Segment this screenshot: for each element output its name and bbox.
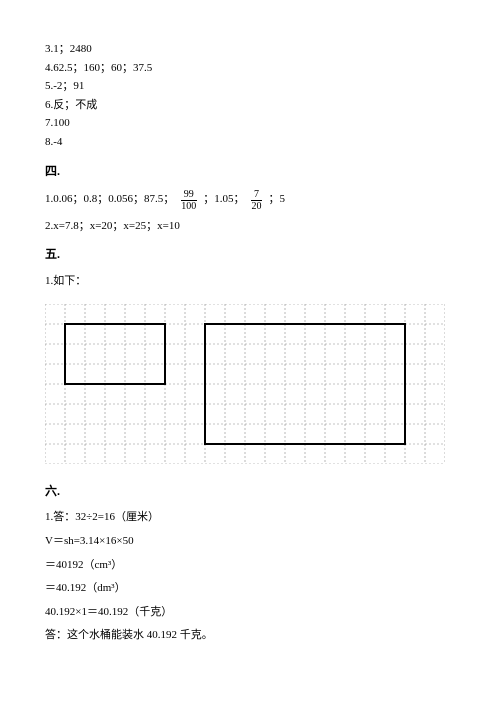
s4i1-post: ；5: [269, 191, 286, 209]
s6-line-1: 1.答：32÷2=16（厘米）: [45, 509, 455, 527]
section-5-heading: 五.: [45, 245, 455, 264]
s4i1-mid: ；1.05；: [203, 191, 244, 209]
grid-svg: [45, 304, 445, 464]
grid-diagram: [45, 304, 455, 464]
s6-line-2: V＝sh=3.14×16×50: [45, 533, 455, 551]
ans-line-7: 7.100: [45, 115, 455, 133]
frac-num: 99: [181, 189, 197, 201]
ans-line-3: 3.1；2480: [45, 41, 455, 59]
section-4-item-2: 2.x=7.8；x=20；x=25；x=10: [45, 218, 455, 236]
section-4-item-1: 1.0.06；0.8；0.056；87.5； 99 100 ；1.05； 7 2…: [45, 189, 455, 212]
s6-line-3: ＝40192（cm³）: [45, 557, 455, 575]
s4i1-pre: 1.0.06；0.8；0.056；87.5；: [45, 191, 174, 209]
fraction-99-100: 99 100: [178, 189, 199, 212]
frac-den: 100: [178, 201, 199, 212]
frac-num: 7: [251, 189, 262, 201]
top-answers: 3.1；2480 4.62.5；160；60；37.5 5.-2；91 6.反；…: [45, 41, 455, 152]
s6-line-4: ＝40.192（dm³）: [45, 580, 455, 598]
section-4-heading: 四.: [45, 162, 455, 181]
ans-line-4: 4.62.5；160；60；37.5: [45, 60, 455, 78]
ans-line-8: 8.-4: [45, 134, 455, 152]
fraction-7-20: 7 20: [249, 189, 265, 212]
section-6-body: 1.答：32÷2=16（厘米） V＝sh=3.14×16×50 ＝40192（c…: [45, 509, 455, 645]
s6-line-6: 答：这个水桶能装水 40.192 千克。: [45, 627, 455, 645]
s6-line-5: 40.192×1＝40.192（千克）: [45, 604, 455, 622]
section-5-sub: 1.如下：: [45, 273, 455, 291]
ans-line-6: 6.反；不成: [45, 97, 455, 115]
section-6-heading: 六.: [45, 482, 455, 501]
frac-den: 20: [249, 201, 265, 212]
ans-line-5: 5.-2；91: [45, 78, 455, 96]
